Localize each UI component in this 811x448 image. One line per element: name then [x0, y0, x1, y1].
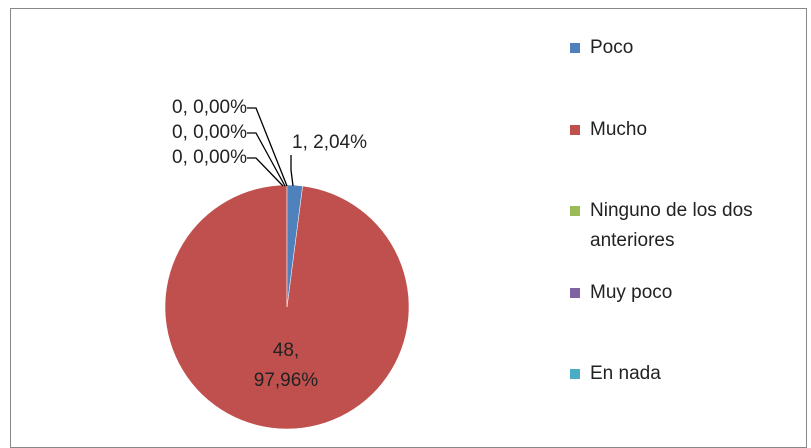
- leader-line: [247, 107, 288, 187]
- pie-area: [164, 107, 410, 430]
- legend-item: En nada: [570, 359, 800, 389]
- chart: 1, 2,04% 48, 97,96% 0, 0,00% 0, 0,00% 0, 0,0…: [10, 8, 807, 448]
- leader-line: [290, 155, 294, 187]
- legend-swatch: [570, 125, 580, 135]
- leader-line: [247, 132, 286, 187]
- legend-swatch: [570, 43, 580, 53]
- legend-swatch: [570, 206, 580, 216]
- legend-swatch: [570, 288, 580, 298]
- legend-label: Mucho: [590, 119, 648, 140]
- legend-item: Mucho: [570, 115, 800, 145]
- data-label: 48, 97,96%: [253, 340, 319, 391]
- legend-item: Muy poco: [570, 278, 800, 308]
- legend-item: Poco: [570, 33, 800, 63]
- data-label: 0, 0,00%: [172, 122, 247, 143]
- data-label: 1, 2,04%: [292, 132, 367, 153]
- legend-item: Ninguno de los dos anteriores: [570, 196, 800, 256]
- data-label: 0, 0,00%: [172, 147, 247, 168]
- legend-swatch: [570, 369, 580, 379]
- leader-line: [247, 157, 284, 187]
- legend-label: Poco: [590, 37, 634, 58]
- data-label: 0, 0,00%: [172, 97, 247, 118]
- legend-label: Muy poco: [590, 282, 673, 303]
- legend-label: Ninguno de los dos anteriores: [590, 200, 753, 251]
- legend-label: En nada: [590, 363, 661, 384]
